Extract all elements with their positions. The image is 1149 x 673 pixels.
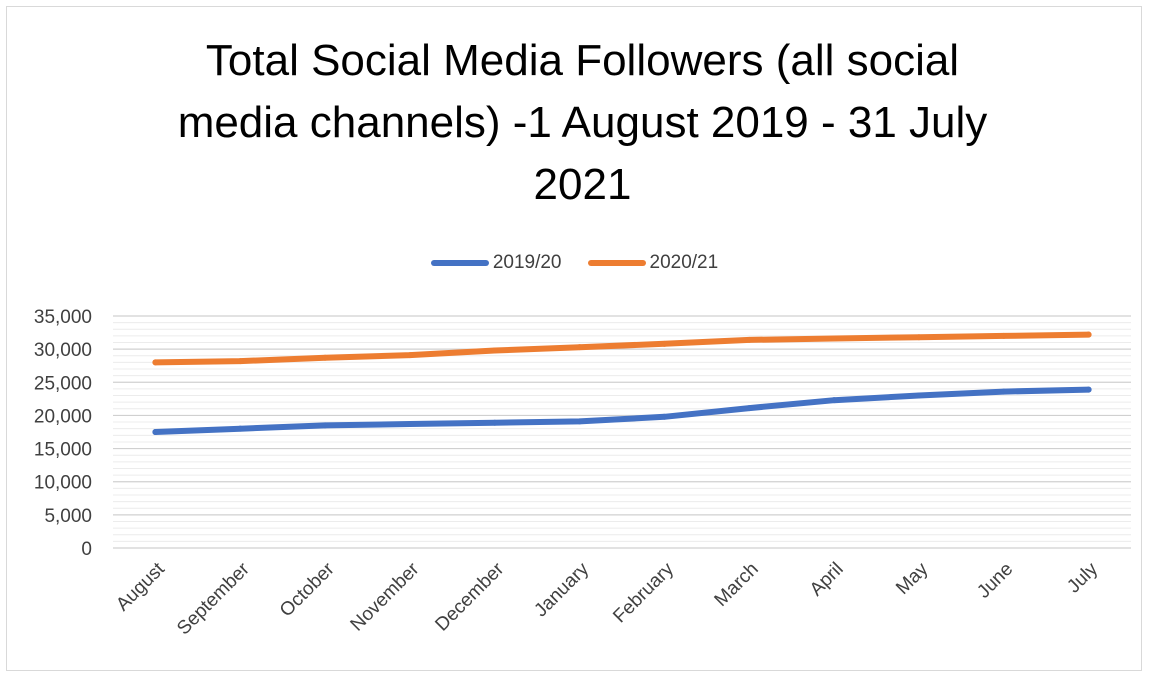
data-point [1085,386,1092,393]
data-point [1000,332,1007,339]
chart-title: Total Social Media Followers (all social… [120,30,1045,216]
x-tick-label: April [806,559,848,601]
series-line-2020-21 [152,331,1092,366]
x-tick-label: December [431,558,508,635]
data-point [746,336,753,343]
data-point [491,347,498,354]
data-point [1085,331,1092,338]
data-point [831,335,838,342]
legend-label-2019-20: 2019/20 [492,252,562,273]
data-point [576,418,583,425]
y-tick-label: 35,000 [34,307,92,328]
y-tick-label: 10,000 [34,473,92,494]
legend-swatch-2020-21 [587,260,646,266]
data-point [152,359,159,366]
x-tick-label: July [1063,558,1102,597]
chart-legend: 2019/20 2020/21 [0,252,1149,274]
y-tick-label: 5,000 [44,506,92,527]
y-tick-label: 25,000 [34,373,92,394]
y-tick-label: 0 [81,539,92,560]
data-point [237,358,244,365]
data-point [831,397,838,404]
y-tick-label: 30,000 [34,340,92,361]
legend-item-2020-21: 2020/21 [587,252,719,274]
x-tick-label: September [173,558,254,639]
x-tick-label: February [609,558,678,627]
chart-title-line-3: 2021 [533,160,632,209]
data-point [406,421,413,428]
data-point [406,352,413,359]
data-point [915,392,922,399]
y-tick-label: 20,000 [34,406,92,427]
data-point [237,425,244,432]
x-tick-label: June [973,559,1017,603]
data-point [152,429,159,435]
x-tick-label: October [276,558,339,621]
legend-label-2020-21: 2020/21 [649,252,719,273]
data-point [491,419,498,426]
x-tick-label: November [347,558,424,635]
series-line-2019-20 [152,386,1092,435]
data-point [661,413,668,420]
chart-title-line-1: Total Social Media Followers (all social [205,36,960,85]
legend-item-2019-20: 2019/20 [430,252,562,274]
data-point [322,422,329,429]
y-tick-label: 15,000 [34,440,92,461]
x-tick-label: March [711,559,763,611]
x-tick-label: August [112,558,169,615]
data-point [1000,388,1007,395]
data-point [746,405,753,412]
data-point [915,334,922,341]
x-tick-label: January [530,558,593,621]
data-point [661,340,668,347]
x-tick-label: May [892,558,933,599]
legend-swatch-2019-20 [430,260,489,266]
data-point [322,354,329,361]
chart-title-line-2: media channels) -1 August 2019 - 31 July [177,98,988,147]
data-point [576,344,583,351]
